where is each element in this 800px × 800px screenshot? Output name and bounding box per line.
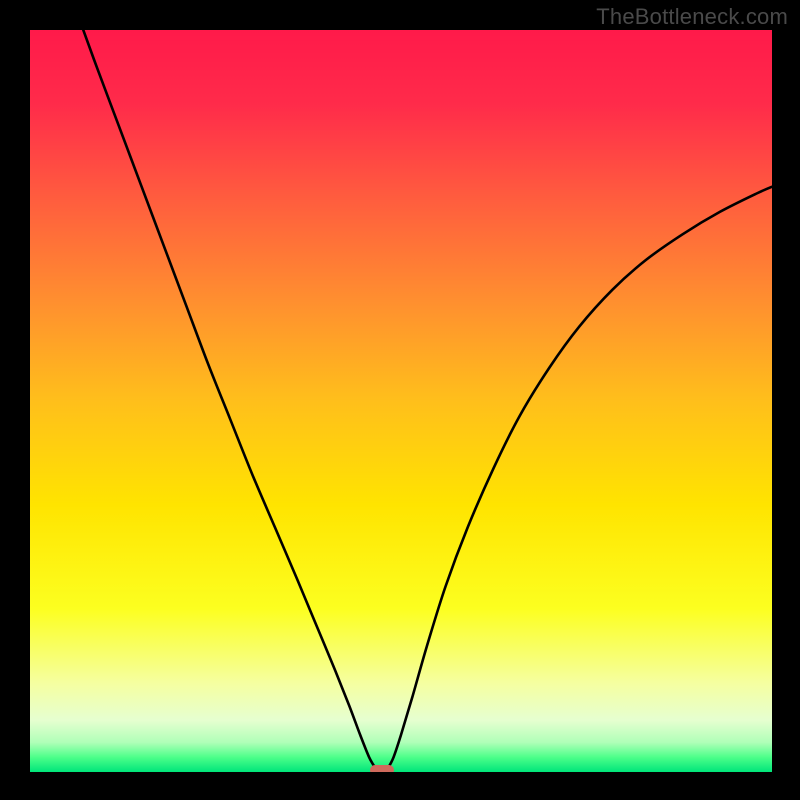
chart-inner [30,30,772,772]
chart-frame [30,30,772,772]
minimum-marker [370,765,394,772]
bottleneck-curve [30,30,772,772]
watermark-text: TheBottleneck.com [596,4,788,30]
curve-left-branch [82,30,375,768]
curve-right-branch [388,186,772,768]
